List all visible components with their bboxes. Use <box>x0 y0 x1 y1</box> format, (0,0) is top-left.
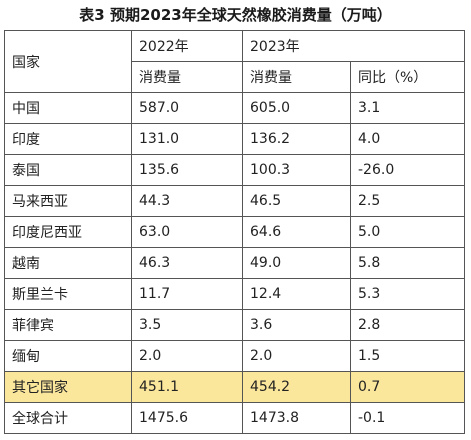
table-row: 泰国 135.6 100.3 -26.0 <box>4 154 465 186</box>
consumption-2023-cell: 136.2 <box>242 123 351 155</box>
country-cell: 全球合计 <box>4 402 132 434</box>
header-consumption-2023: 消费量 <box>242 61 351 93</box>
country-cell: 斯里兰卡 <box>4 278 132 310</box>
yoy-cell: 3.1 <box>350 92 465 124</box>
consumption-2023-cell: 2.0 <box>242 340 351 372</box>
consumption-2023-cell: 100.3 <box>242 154 351 186</box>
table-row: 斯里兰卡 11.7 12.4 5.3 <box>4 278 465 310</box>
consumption-2022-cell: 11.7 <box>131 278 243 310</box>
country-cell: 马来西亚 <box>4 185 132 217</box>
consumption-2023-cell: 1473.8 <box>242 402 351 434</box>
table-title: 表3 预期2023年全球天然橡胶消费量（万吨） <box>79 6 392 24</box>
consumption-2022-cell: 587.0 <box>131 92 243 124</box>
header-country: 国家 <box>4 30 132 93</box>
consumption-2022-cell: 451.1 <box>131 371 243 403</box>
yoy-cell: -0.1 <box>350 402 465 434</box>
header-row-metrics: 消费量 消费量 同比（%） <box>5 61 465 93</box>
table-row: 菲律宾 3.5 3.6 2.8 <box>4 309 465 341</box>
consumption-2022-cell: 135.6 <box>131 154 243 186</box>
country-cell: 缅甸 <box>4 340 132 372</box>
yoy-cell: 4.0 <box>350 123 465 155</box>
consumption-2022-cell: 63.0 <box>131 216 243 248</box>
consumption-2023-cell: 454.2 <box>242 371 351 403</box>
consumption-2022-cell: 2.0 <box>131 340 243 372</box>
yoy-cell: 5.8 <box>350 247 465 279</box>
yoy-cell: 2.5 <box>350 185 465 217</box>
header-consumption-2022: 消费量 <box>131 61 243 93</box>
country-cell: 印度尼西亚 <box>4 216 132 248</box>
consumption-table: 国家 2022年 2023年 消费量 消费量 同比（%） 中国 587.0 60… <box>4 30 465 434</box>
yoy-cell: 0.7 <box>350 371 465 403</box>
consumption-2023-cell: 49.0 <box>242 247 351 279</box>
table-row: 马来西亚 44.3 46.5 2.5 <box>4 185 465 217</box>
consumption-2023-cell: 3.6 <box>242 309 351 341</box>
country-cell: 其它国家 <box>4 371 132 403</box>
consumption-2022-cell: 131.0 <box>131 123 243 155</box>
table-row: 越南 46.3 49.0 5.8 <box>4 247 465 279</box>
table-row: 中国 587.0 605.0 3.1 <box>4 92 465 124</box>
country-cell: 印度 <box>4 123 132 155</box>
consumption-2022-cell: 46.3 <box>131 247 243 279</box>
table-row: 缅甸 2.0 2.0 1.5 <box>4 340 465 372</box>
header-yoy: 同比（%） <box>350 61 465 93</box>
yoy-cell: 1.5 <box>350 340 465 372</box>
header-row-years: 国家 2022年 2023年 <box>4 30 465 93</box>
yoy-cell: 5.0 <box>350 216 465 248</box>
table-row: 印度 131.0 136.2 4.0 <box>4 123 465 155</box>
consumption-2022-cell: 3.5 <box>131 309 243 341</box>
consumption-2022-cell: 44.3 <box>131 185 243 217</box>
consumption-2023-cell: 46.5 <box>242 185 351 217</box>
country-cell: 泰国 <box>4 154 132 186</box>
country-cell: 越南 <box>4 247 132 279</box>
yoy-cell: 5.3 <box>350 278 465 310</box>
table-row: 印度尼西亚 63.0 64.6 5.0 <box>4 216 465 248</box>
table-row-total: 全球合计 1475.6 1473.8 -0.1 <box>4 402 465 434</box>
header-year-2023: 2023年 <box>242 30 465 62</box>
consumption-2023-cell: 605.0 <box>242 92 351 124</box>
yoy-cell: 2.8 <box>350 309 465 341</box>
consumption-2022-cell: 1475.6 <box>131 402 243 434</box>
consumption-2023-cell: 64.6 <box>242 216 351 248</box>
yoy-cell: -26.0 <box>350 154 465 186</box>
country-cell: 菲律宾 <box>4 309 132 341</box>
header-year-2022: 2022年 <box>131 30 243 62</box>
consumption-2023-cell: 12.4 <box>242 278 351 310</box>
country-cell: 中国 <box>4 92 132 124</box>
table-row-highlighted: 其它国家 451.1 454.2 0.7 <box>4 371 465 403</box>
